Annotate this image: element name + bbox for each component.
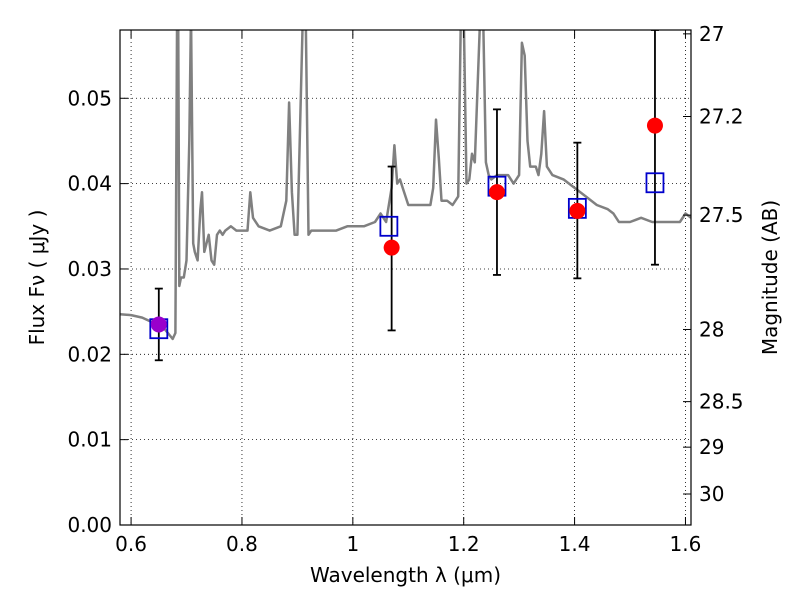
observed-point — [569, 202, 586, 219]
magnitude-tick-label: 28.5 — [699, 390, 744, 414]
y-tick-label: 0.04 — [67, 172, 112, 196]
magnitude-tick-label: 29 — [699, 435, 724, 459]
grid-lines — [120, 30, 691, 526]
magnitude-axis: 27 27.2 27.5 28 28.5 29 30 — [683, 22, 744, 506]
x-axis-label: Wavelength λ (μm) — [310, 563, 501, 587]
observed-point — [383, 239, 400, 256]
x-tick-label: 1.2 — [448, 532, 480, 556]
x-tick-label: 0.8 — [226, 532, 258, 556]
plot-frame — [119, 29, 692, 526]
observed-photometry-layer — [150, 117, 663, 333]
x-tick-label: 0.6 — [115, 532, 147, 556]
magnitude-tick-label: 27.5 — [699, 203, 744, 227]
y-tick-label: 0.00 — [67, 513, 112, 537]
model-square — [645, 172, 665, 194]
model-square — [379, 215, 399, 237]
magnitude-tick-label: 27.2 — [699, 104, 744, 128]
y-tick-label: 0.02 — [67, 342, 112, 366]
observed-point — [150, 316, 167, 333]
magnitude-axis-label: Magnitude (AB) — [758, 200, 782, 355]
x-tick-label: 1.4 — [559, 532, 591, 556]
y-axis: 0.00 0.01 0.02 0.03 0.04 0.05 — [67, 86, 128, 537]
magnitude-tick-label: 28 — [699, 317, 724, 341]
x-tick-label: 1.6 — [670, 532, 702, 556]
magnitude-tick-label: 27 — [699, 22, 724, 46]
x-axis: 0.6 0.8 1 1.2 1.4 1.6 — [115, 30, 701, 556]
observed-point — [488, 184, 505, 201]
sed-curve — [120, 30, 691, 341]
model-photometry-layer — [149, 172, 665, 340]
x-tick-label: 1 — [346, 532, 359, 556]
magnitude-tick-label: 30 — [699, 482, 724, 506]
observed-point — [646, 117, 663, 134]
y-tick-label: 0.03 — [67, 257, 112, 281]
y-tick-label: 0.05 — [67, 86, 112, 110]
y-axis-label: Flux Fν ( μJy ) — [25, 210, 49, 346]
y-tick-label: 0.01 — [67, 428, 112, 452]
sed-layer — [120, 30, 691, 341]
